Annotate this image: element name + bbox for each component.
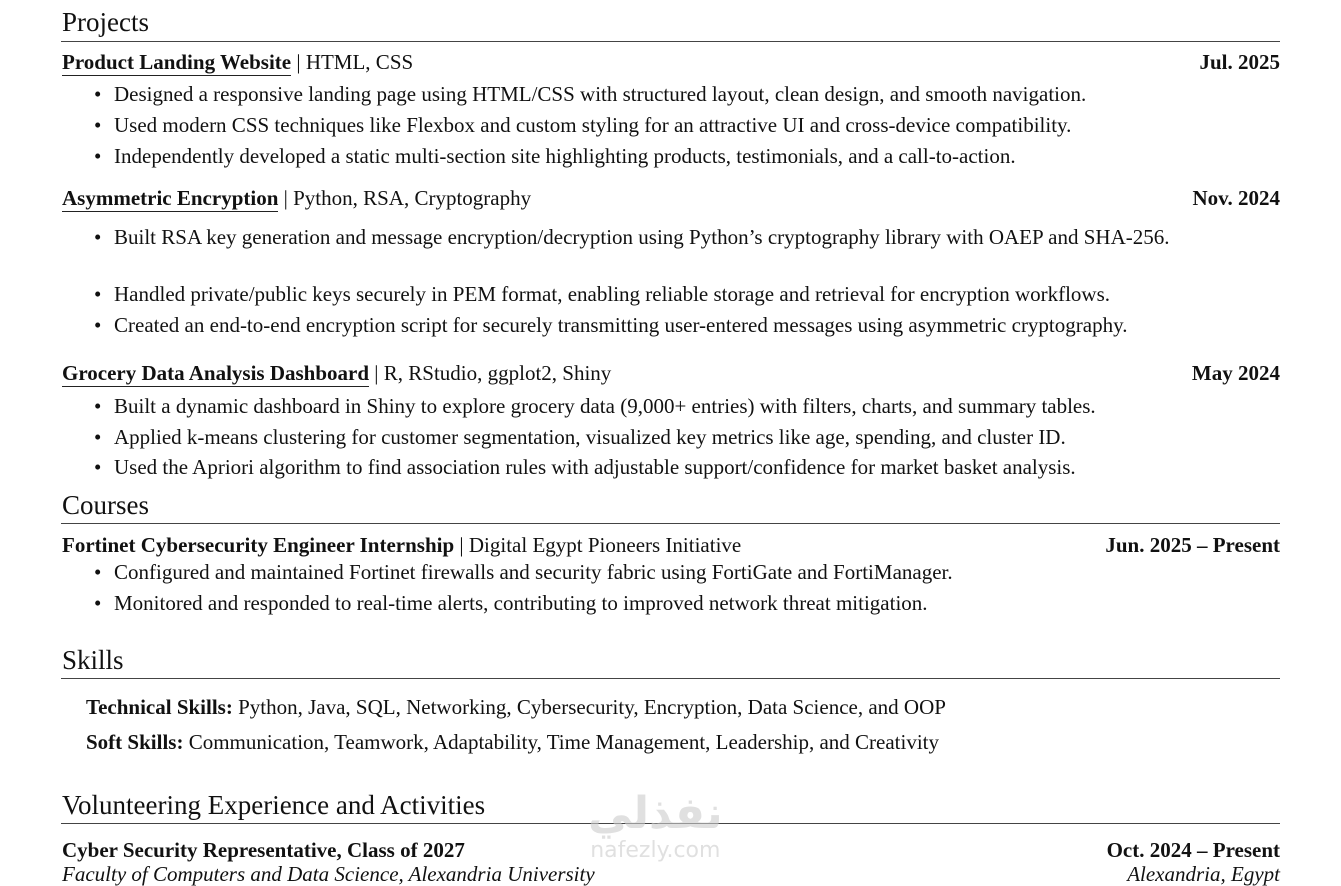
divider	[61, 678, 1280, 679]
bullet: Built RSA key generation and message enc…	[94, 224, 1241, 250]
watermark-arabic: نفذلي	[588, 788, 723, 839]
projects-heading: Projects	[62, 7, 149, 37]
skills-heading: Skills	[62, 645, 124, 675]
technical-skills-label: Technical Skills:	[86, 695, 233, 719]
soft-skills-list: Communication, Teamwork, Adaptability, T…	[183, 730, 940, 754]
bullet: Configured and maintained Fortinet firew…	[94, 560, 1280, 584]
volunteering-subheader: Faculty of Computers and Data Science, A…	[62, 862, 1280, 886]
volunteering-date: Oct. 2024 – Present	[1106, 838, 1280, 862]
project-header: Product Landing Website | HTML, CSS Jul. …	[62, 50, 1280, 76]
volunteering-org: Faculty of Computers and Data Science, A…	[62, 862, 595, 886]
bullet: Handled private/public keys securely in …	[94, 282, 1280, 306]
project-title: Product Landing Website	[62, 50, 292, 76]
volunteering-header: Cyber Security Representative, Class of …	[62, 838, 1280, 862]
project-date: May 2024	[1191, 361, 1280, 385]
project-tech: | R, RStudio, ggplot2, Shiny	[369, 361, 612, 385]
volunteering-title: Cyber Security Representative, Class of …	[62, 838, 465, 862]
course-date: Jun. 2025 – Present	[1105, 533, 1280, 557]
project-header: Asymmetric Encryption | Python, RSA, Cry…	[62, 186, 1280, 212]
bullet: Monitored and responded to real-time ale…	[94, 591, 1280, 615]
project-header: Grocery Data Analysis Dashboard | R, RSt…	[62, 361, 1280, 387]
bullet: Independently developed a static multi-s…	[94, 144, 1280, 168]
watermark-latin: nafezly.com	[590, 838, 721, 863]
bullet: Used modern CSS techniques like Flexbox …	[94, 113, 1280, 137]
bullet: Used the Apriori algorithm to find assoc…	[94, 455, 1280, 479]
bullet: Applied k-means clustering for customer …	[94, 425, 1280, 449]
divider	[61, 823, 1280, 824]
courses-heading: Courses	[62, 490, 149, 520]
divider	[61, 41, 1280, 42]
project-date: Nov. 2024	[1192, 186, 1280, 210]
bullet: Designed a responsive landing page using…	[94, 82, 1280, 106]
volunteering-heading: Volunteering Experience and Activities	[62, 790, 486, 820]
course-title: Fortinet Cybersecurity Engineer Internsh…	[62, 533, 455, 557]
bullet: Built a dynamic dashboard in Shiny to ex…	[94, 394, 1280, 418]
bullet: Created an end-to-end encryption script …	[94, 313, 1280, 337]
project-tech: | Python, RSA, Cryptography	[278, 186, 532, 210]
divider	[61, 523, 1280, 524]
course-org: | Digital Egypt Pioneers Initiative	[454, 533, 742, 557]
soft-skills: Soft Skills: Communication, Teamwork, Ad…	[86, 730, 1280, 754]
technical-skills: Technical Skills: Python, Java, SQL, Net…	[86, 695, 1280, 719]
project-date: Jul. 2025	[1199, 50, 1280, 74]
project-tech: | HTML, CSS	[291, 50, 414, 74]
technical-skills-list: Python, Java, SQL, Networking, Cybersecu…	[232, 695, 946, 719]
soft-skills-label: Soft Skills:	[86, 730, 184, 754]
volunteering-location: Alexandria, Egypt	[1127, 862, 1280, 886]
project-title: Grocery Data Analysis Dashboard	[62, 361, 370, 387]
project-title: Asymmetric Encryption	[62, 186, 279, 212]
watermark-logo: نفذلي nafezly.com	[588, 790, 723, 864]
course-header: Fortinet Cybersecurity Engineer Internsh…	[62, 533, 1280, 557]
